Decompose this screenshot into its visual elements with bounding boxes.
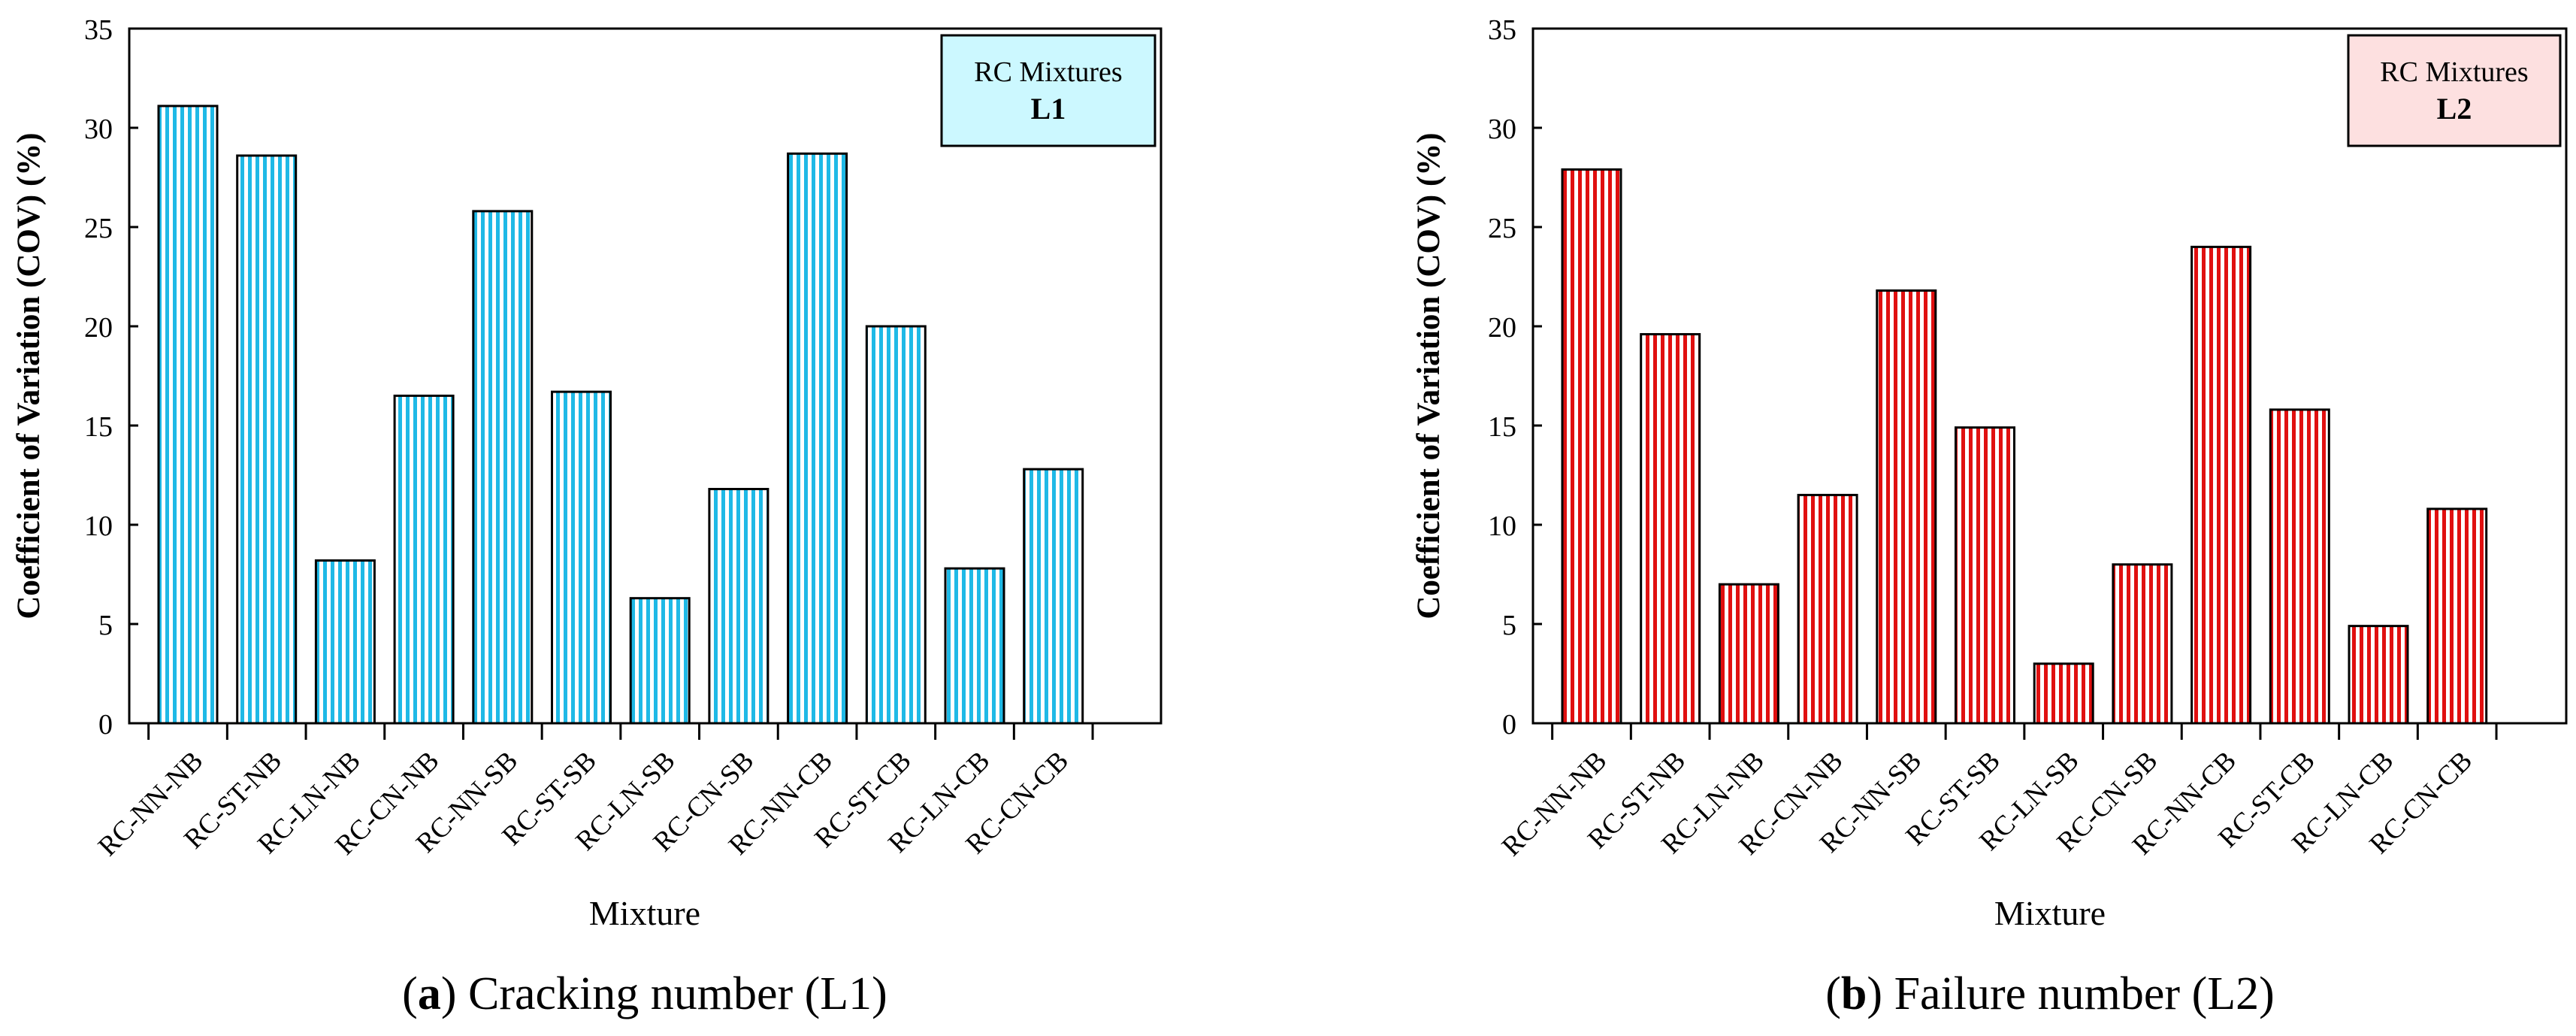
y-tick-label: 5	[98, 610, 113, 641]
y-tick-label: 0	[98, 709, 113, 741]
bar-rc-st-nb	[236, 154, 298, 725]
chart-panel-a: 0 5 10 15 20 25 30 35 RC-NN-NBRC-ST-NBRC-LN-NBR…	[11, 14, 1163, 1019]
bar-rc-nn-cb	[2191, 245, 2252, 725]
panel-caption: (b) Failure number (L2)	[1825, 968, 2274, 1019]
y-tick-label: 0	[1502, 709, 1516, 741]
y-tick-label: 10	[1488, 510, 1516, 542]
bar-rc-cn-sb	[708, 487, 769, 725]
y-tick-label: 20	[84, 312, 113, 344]
bar-rc-ln-nb	[1718, 583, 1779, 725]
x-axis-label: Mixture	[1994, 894, 2106, 932]
bar-rc-ln-nb	[314, 559, 376, 725]
y-tick-label: 35	[1488, 14, 1516, 46]
legend-series: L2	[2437, 92, 2472, 126]
caption-text: Failure number (L2)	[1882, 968, 2275, 1019]
caption-text: Cracking number (L1)	[456, 968, 887, 1019]
bar-rc-nn-nb	[1561, 168, 1622, 725]
bar-rc-nn-cb	[787, 152, 848, 725]
caption-letter: b	[1841, 968, 1867, 1019]
bar-group	[1561, 168, 2488, 725]
legend-box: RC Mixtures L2	[2347, 34, 2562, 147]
chart-panel-b: 0 5 10 15 20 25 30 35 RC-NN-NBRC-ST-NBRC-LN-NBR…	[1411, 14, 2568, 1019]
y-tick-label: 30	[1488, 114, 1516, 145]
legend-box: RC Mixtures L1	[940, 34, 1156, 147]
y-tick-label: 25	[1488, 213, 1516, 244]
bar-rc-ln-cb	[2348, 625, 2409, 725]
y-axis-label: Coefficient of Variation (COV) (%)	[11, 132, 47, 619]
legend-title: RC Mixtures	[974, 56, 1122, 88]
bar-rc-st-cb	[2269, 408, 2330, 725]
bar-rc-ln-cb	[944, 567, 1005, 725]
bar-rc-st-sb	[1955, 426, 2015, 725]
bar-rc-st-nb	[1640, 333, 1701, 725]
y-tick-label: 20	[1488, 312, 1516, 344]
y-tick-label: 5	[1502, 610, 1516, 641]
y-tick-label: 30	[84, 114, 113, 145]
bar-rc-cn-nb	[393, 394, 455, 725]
caption-letter: a	[418, 968, 441, 1019]
y-tick-label: 25	[84, 213, 113, 244]
bar-rc-st-sb	[551, 390, 612, 725]
bar-rc-ln-sb	[629, 597, 691, 725]
bar-group	[157, 105, 1084, 725]
bar-rc-nn-sb	[1876, 289, 1937, 725]
x-axis-ticks: RC-NN-NBRC-ST-NBRC-LN-NBRC-CN-NBRC-NN-SB…	[92, 723, 1094, 862]
x-axis-label: Mixture	[589, 894, 700, 932]
y-axis-label: Coefficient of Variation (COV) (%)	[1411, 132, 1447, 619]
legend-title: RC Mixtures	[2380, 56, 2528, 88]
panel-caption: (a) Cracking number (L1)	[402, 968, 887, 1019]
bar-rc-nn-nb	[157, 105, 219, 725]
x-axis-ticks: RC-NN-NBRC-ST-NBRC-LN-NBRC-CN-NBRC-NN-SB…	[1496, 723, 2498, 862]
y-axis-ticks: 0 5 10 15 20 25 30 35	[84, 14, 138, 741]
y-tick-label: 35	[84, 14, 113, 46]
bar-rc-cn-cb	[1023, 468, 1084, 725]
y-axis-ticks: 0 5 10 15 20 25 30 35	[1488, 14, 1542, 741]
bar-rc-st-cb	[865, 325, 927, 725]
bar-rc-nn-sb	[472, 210, 534, 725]
bar-rc-cn-cb	[2426, 507, 2488, 725]
bar-rc-cn-sb	[2112, 563, 2173, 725]
y-tick-label: 15	[84, 411, 113, 443]
y-tick-label: 15	[1488, 411, 1516, 443]
legend-series: L1	[1031, 92, 1066, 126]
bar-rc-ln-sb	[2033, 662, 2094, 725]
bar-rc-cn-nb	[1797, 493, 1858, 725]
y-tick-label: 10	[84, 510, 113, 542]
